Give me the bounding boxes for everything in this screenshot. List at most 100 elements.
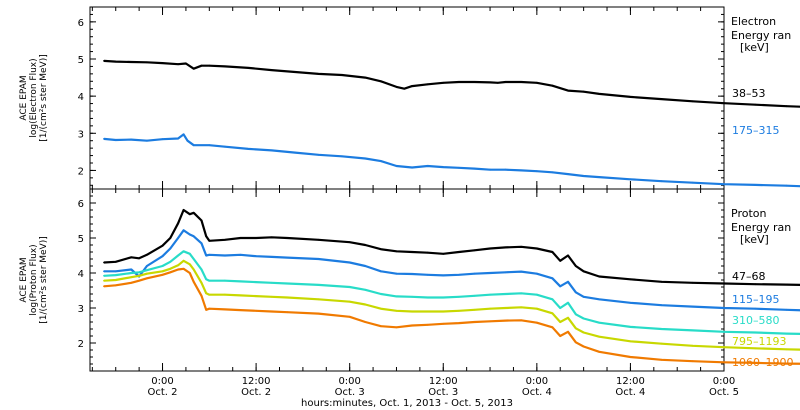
- data-point: [598, 93, 601, 95]
- data-point: [473, 81, 476, 83]
- data-point: [200, 268, 203, 271]
- data-point: [582, 175, 585, 177]
- data-point: [192, 211, 195, 214]
- data-point: [473, 294, 476, 297]
- data-point: [239, 253, 242, 256]
- data-point: [200, 64, 203, 67]
- y-axis-label-line: [1/(cm²s ster MeV)]: [39, 54, 49, 141]
- data-point: [169, 260, 172, 263]
- data-point: [182, 209, 185, 211]
- data-point: [520, 169, 523, 172]
- data-point: [114, 270, 117, 273]
- data-point: [567, 330, 569, 333]
- data-point: [380, 80, 382, 83]
- data-point: [103, 279, 105, 282]
- data-point: [403, 87, 406, 90]
- data-point: [161, 270, 164, 273]
- data-point: [169, 267, 172, 270]
- data-point: [411, 295, 413, 298]
- data-point: [188, 263, 191, 266]
- data-point: [286, 256, 289, 259]
- data-point: [504, 319, 507, 322]
- data-point: [341, 155, 343, 158]
- data-point: [567, 254, 569, 257]
- data-point: [691, 181, 694, 184]
- data-point: [270, 295, 273, 298]
- y-tick-label: 4: [78, 269, 84, 280]
- data-point: [559, 321, 562, 323]
- data-point: [691, 305, 694, 308]
- data-point: [785, 105, 788, 108]
- data-point: [785, 362, 788, 365]
- data-point: [103, 60, 105, 62]
- data-point: [317, 258, 320, 260]
- data-point: [559, 335, 562, 337]
- data-point: [294, 71, 296, 73]
- data-point: [161, 244, 164, 247]
- data-point: [103, 274, 105, 277]
- data-point: [114, 139, 117, 141]
- data-point: [395, 86, 398, 88]
- x-tick-label-day: Oct. 2: [148, 387, 178, 398]
- data-point: [723, 346, 725, 349]
- data-point: [188, 213, 191, 216]
- data-point: [380, 160, 382, 163]
- data-point: [169, 237, 172, 239]
- data-point: [380, 325, 382, 328]
- data-point: [224, 279, 226, 282]
- data-point: [161, 138, 164, 141]
- data-point: [114, 260, 117, 263]
- data-point: [146, 253, 148, 256]
- data-point: [380, 270, 382, 273]
- data-point: [138, 274, 141, 277]
- data-point: [177, 222, 180, 225]
- data-point: [691, 344, 694, 347]
- data-point: [520, 292, 523, 295]
- data-point: [535, 170, 538, 173]
- y-axis-label: ACE EPAM log(Proton Flux) [1/(cm²s ster Me…: [19, 236, 49, 323]
- data-point: [182, 267, 185, 270]
- data-point: [691, 281, 694, 284]
- data-point: [458, 309, 460, 312]
- legend-entry: 795–1193: [732, 335, 787, 348]
- data-point: [380, 248, 382, 251]
- data-point: [270, 310, 273, 313]
- series-line-1060–1900: [103, 267, 800, 365]
- data-point: [551, 326, 554, 329]
- data-point: [130, 272, 133, 274]
- data-point: [535, 307, 538, 310]
- data-point: [317, 238, 320, 241]
- data-point: [551, 277, 554, 280]
- data-point: [411, 85, 413, 87]
- data-point: [458, 166, 460, 169]
- data-point: [130, 281, 133, 284]
- data-point: [551, 251, 554, 253]
- data-point: [489, 81, 491, 84]
- data-point: [458, 81, 460, 83]
- data-point: [559, 285, 562, 288]
- data-point: [161, 265, 164, 267]
- data-point: [146, 277, 148, 280]
- data-point: [582, 331, 585, 334]
- data-point: [660, 304, 663, 307]
- data-point: [574, 327, 577, 330]
- data-point: [239, 309, 242, 311]
- y-tick-label: 3: [78, 129, 84, 140]
- data-point: [598, 176, 601, 179]
- data-point: [489, 272, 491, 274]
- data-point: [224, 238, 226, 241]
- data-point: [177, 63, 180, 66]
- data-point: [520, 245, 523, 248]
- data-point: [723, 183, 725, 186]
- data-point: [341, 74, 343, 76]
- data-point: [186, 139, 189, 142]
- data-point: [551, 298, 554, 301]
- data-point: [317, 284, 320, 286]
- data-point: [723, 102, 725, 105]
- data-point: [723, 330, 725, 333]
- data-point: [185, 62, 187, 65]
- data-point: [559, 259, 562, 262]
- data-point: [255, 295, 257, 297]
- x-tick-label-day: Oct. 4: [615, 387, 645, 398]
- y-tick-label: 3: [78, 304, 84, 315]
